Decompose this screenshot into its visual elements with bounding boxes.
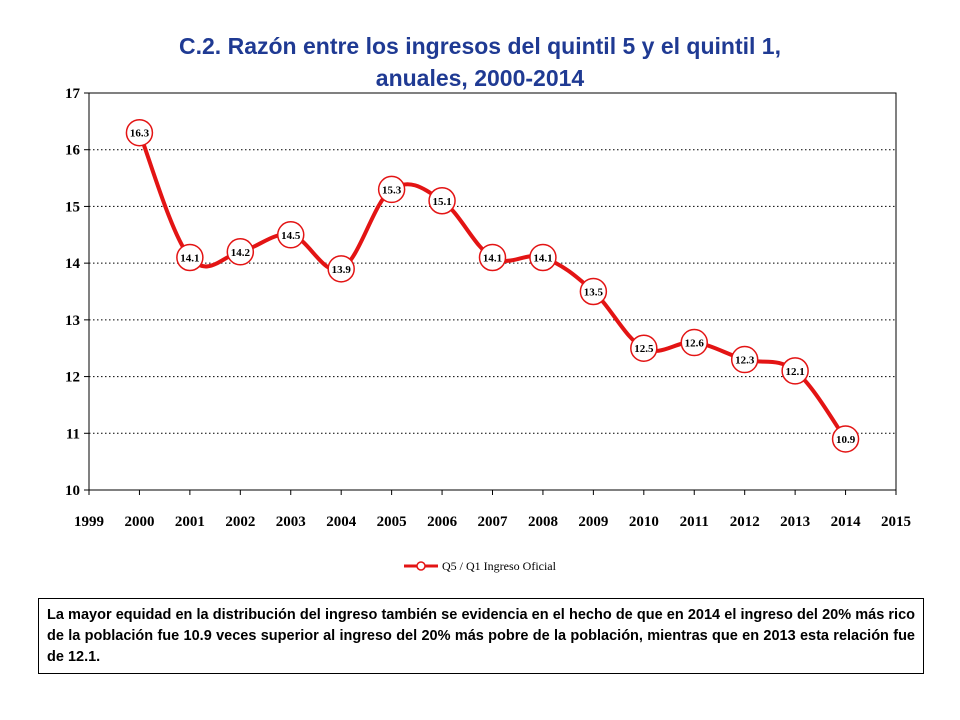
gridlines <box>89 149 896 434</box>
x-tick-label-2015: 2015 <box>881 514 911 530</box>
data-point-2000 <box>125 118 154 147</box>
data-label-2008: 14.1 <box>533 252 552 264</box>
chart-title-line-2: anuales, 2000-2014 <box>375 65 585 91</box>
data-label-2009: 13.5 <box>584 287 604 299</box>
data-point-2011 <box>680 328 708 357</box>
data-label-2012: 12.3 <box>735 355 755 367</box>
data-point-2014 <box>831 425 860 453</box>
y-tick-label-13: 13 <box>65 313 80 329</box>
x-tick-label-1999: 1999 <box>74 514 104 530</box>
x-tick-label-2014: 2014 <box>831 514 862 530</box>
data-label-2004: 13.9 <box>332 264 352 276</box>
chart-title: C.2. Razón entre los ingresos del quinti… <box>0 30 960 94</box>
data-point-2003 <box>277 221 305 249</box>
data-label-2013: 12.1 <box>786 366 805 378</box>
x-tick-label-2000: 2000 <box>124 514 154 530</box>
x-tick-label-2002: 2002 <box>225 514 255 530</box>
data-point-2005 <box>377 175 406 204</box>
y-tick-label-16: 16 <box>65 143 81 159</box>
data-label-2007: 14.1 <box>483 252 502 264</box>
data-point-2001 <box>176 243 204 272</box>
data-label-2010: 12.5 <box>634 343 654 355</box>
x-tick-label-2003: 2003 <box>276 514 306 530</box>
data-point-2009 <box>579 277 608 306</box>
x-tick-label-2005: 2005 <box>377 514 407 530</box>
data-label-2005: 15.3 <box>382 184 402 196</box>
x-tick-label-2013: 2013 <box>780 514 810 530</box>
legend-marker-sample <box>416 561 426 571</box>
y-tick-label-14: 14 <box>65 256 81 272</box>
legend-series-label: Q5 / Q1 Ingreso Oficial <box>442 559 557 573</box>
data-label-2014: 10.9 <box>836 434 856 446</box>
data-point-2013 <box>781 357 809 385</box>
line-chart: 10 11 12 13 14 15 16 17 1999 2000 2001 2002 2003 2004… <box>65 86 911 573</box>
x-tick-label-2004: 2004 <box>326 514 357 530</box>
x-tick-label-2012: 2012 <box>730 514 760 530</box>
y-tick-label-15: 15 <box>65 199 80 215</box>
plot-area-border <box>88 92 897 491</box>
data-label-2006: 15.1 <box>432 196 451 208</box>
x-tick-label-2009: 2009 <box>578 514 608 530</box>
x-tick-label-2007: 2007 <box>478 514 509 530</box>
axis-ticks: 10 11 12 13 14 15 16 17 1999 2000 2001 2002 2003 2004… <box>65 86 911 530</box>
x-tick-label-2010: 2010 <box>629 514 659 530</box>
data-point-2006 <box>428 187 456 215</box>
data-point-2007 <box>478 243 507 272</box>
data-point-2004 <box>327 255 355 283</box>
data-point-2010 <box>630 334 658 362</box>
data-label-2002: 14.2 <box>231 247 251 259</box>
x-tick-label-2011: 2011 <box>680 514 709 530</box>
data-label-2011: 12.6 <box>685 338 705 350</box>
legend: Q5 / Q1 Ingreso Oficial <box>404 559 557 573</box>
data-label-2003: 14.5 <box>281 230 301 242</box>
series-line <box>137 131 848 441</box>
y-tick-label-17: 17 <box>65 86 81 102</box>
series-line-q5-q1 <box>137 131 848 441</box>
x-tick-label-2008: 2008 <box>528 514 558 530</box>
data-label-2001: 14.1 <box>180 252 199 264</box>
data-point-2008 <box>529 243 557 272</box>
explanatory-note: La mayor equidad en la distribución del … <box>38 598 924 674</box>
y-tick-label-10: 10 <box>65 483 80 499</box>
data-point-2002 <box>226 238 255 266</box>
chart-title-line-1: C.2. Razón entre los ingresos del quinti… <box>179 33 781 59</box>
data-points: 16.3 14.1 14.2 14.5 13.9 15.3 15.1 14.1 14.1 13.5… <box>125 118 860 453</box>
data-label-2000: 16.3 <box>130 128 150 140</box>
x-tick-label-2001: 2001 <box>175 514 205 530</box>
data-point-2012 <box>730 345 759 374</box>
y-tick-label-11: 11 <box>66 426 80 442</box>
y-tick-label-12: 12 <box>65 370 80 386</box>
x-tick-label-2006: 2006 <box>427 514 458 530</box>
